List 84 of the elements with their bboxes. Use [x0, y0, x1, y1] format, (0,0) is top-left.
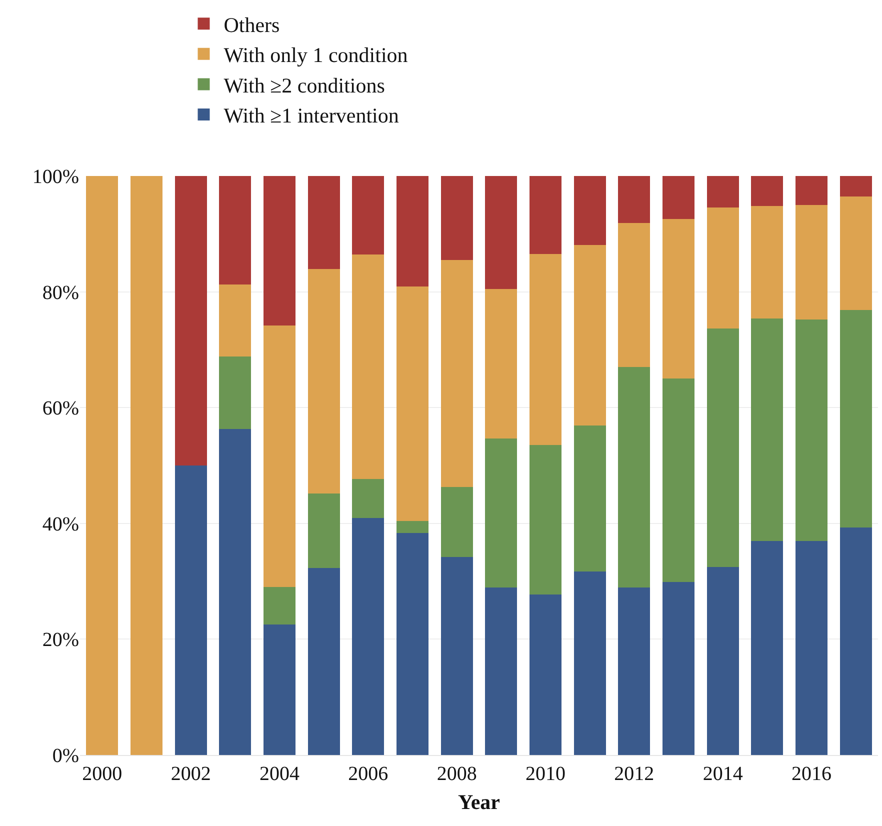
x-tick-label: 2014 [702, 763, 743, 785]
legend-label: Others [224, 12, 280, 37]
bar [264, 587, 296, 625]
bar [530, 445, 562, 595]
bar [530, 594, 562, 755]
y-tick-label: 60% [42, 398, 79, 420]
bar [706, 328, 739, 567]
bar [751, 206, 784, 318]
legend-label: With only 1 condition [224, 43, 408, 68]
bar [662, 582, 694, 755]
bar [706, 207, 739, 328]
bar [706, 566, 739, 755]
bar [396, 176, 428, 287]
x-tick-label: 2000 [82, 763, 122, 785]
bar [530, 254, 562, 446]
bar [485, 176, 518, 289]
x-axis-title: Year [458, 790, 500, 814]
bar [440, 486, 473, 557]
x-tick-label: 2004 [260, 763, 300, 785]
bar [264, 624, 296, 755]
bar [530, 176, 562, 254]
bar [174, 176, 207, 466]
bar [485, 438, 518, 588]
bar [352, 518, 384, 755]
y-tick-label: 20% [42, 629, 79, 652]
bar [751, 176, 784, 206]
bar [574, 244, 606, 426]
bar [440, 260, 473, 487]
bar [574, 571, 606, 755]
bar [840, 196, 872, 310]
bar [662, 378, 694, 582]
bar [840, 527, 872, 755]
bar [618, 367, 650, 588]
bar [219, 284, 252, 357]
x-tick-label: 2012 [614, 763, 654, 785]
bar [485, 288, 518, 438]
x-tick-label: 2008 [436, 763, 477, 785]
bar [440, 176, 473, 260]
bar [662, 176, 694, 219]
bar [219, 176, 252, 284]
bar [219, 429, 252, 755]
bar [706, 176, 739, 208]
y-tick-label: 40% [42, 513, 79, 536]
x-tick-label: 2010 [526, 763, 566, 785]
bar [174, 466, 207, 755]
bar [352, 478, 384, 518]
bar [618, 588, 650, 755]
bar [574, 176, 606, 245]
y-tick-label: 80% [42, 282, 79, 304]
bar [751, 318, 784, 541]
bar [86, 176, 118, 755]
bar [396, 521, 428, 534]
bar [264, 176, 296, 326]
bar [308, 176, 340, 270]
bar [308, 493, 340, 568]
bar [219, 356, 252, 430]
bar [796, 320, 828, 541]
bar [396, 533, 428, 755]
bar [796, 204, 828, 320]
bar [352, 176, 384, 255]
x-tick-label: 2002 [170, 763, 211, 785]
bar [264, 325, 296, 588]
bar [130, 176, 162, 755]
x-tick-label: 2016 [792, 763, 832, 785]
bar [352, 254, 384, 479]
bar [308, 568, 340, 755]
bar [618, 222, 650, 368]
bar [396, 286, 428, 522]
legend-label: With ≥1 intervention [224, 104, 400, 128]
bar [796, 540, 828, 755]
legend-label: With ≥2 conditions [224, 73, 385, 98]
bar [840, 176, 872, 196]
y-tick-label: 100% [32, 166, 79, 188]
y-tick-label: 0% [52, 745, 79, 767]
bar [485, 588, 518, 755]
bar [751, 540, 784, 755]
bar [662, 218, 694, 379]
x-tick-label: 2006 [348, 763, 388, 785]
bar [796, 176, 828, 205]
bar [840, 310, 872, 528]
bar [574, 426, 606, 572]
bar [308, 269, 340, 494]
bar [440, 556, 473, 755]
bar [618, 176, 650, 223]
